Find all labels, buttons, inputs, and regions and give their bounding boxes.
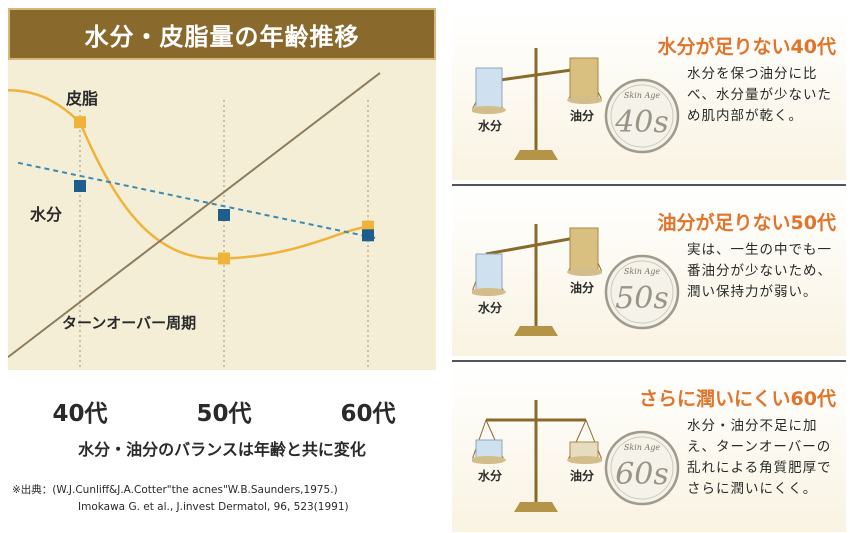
water-data-point xyxy=(218,209,230,221)
sebum-data-point xyxy=(218,252,230,265)
divider xyxy=(452,184,846,186)
oil-pan-label: 油分 xyxy=(570,108,594,123)
age-axis: 40代 50代 60代 xyxy=(8,388,436,432)
card-text: 水分・油分不足に加え、ターンオーバーの乱れによる角質肥厚でさらに潤いにくく。 xyxy=(687,418,832,497)
skin-age-badge: Skin Age 40s xyxy=(604,78,680,154)
balance-scale-icon: 水分 油分 xyxy=(472,224,602,336)
age-card-60: 水分 油分 Skin Age 60s さらに潤いにくい60代 水分・油分不足に加… xyxy=(452,364,846,532)
water-series-label: 水分 xyxy=(30,205,62,224)
divider xyxy=(452,360,846,362)
card-text: 実は、一生の中でも一番油分が少ないため、潤い保持力が弱い。 xyxy=(687,242,832,300)
badge-caption: Skin Age xyxy=(624,267,660,276)
age-label-50: 50代 xyxy=(196,401,252,427)
badge-age: 40s xyxy=(614,105,669,140)
balance-note: 水分・油分のバランスは年齢と共に変化 xyxy=(78,440,366,459)
card-title: さらに潤いにくい60代 xyxy=(638,388,836,410)
age-card-50: 水分 油分 Skin Age 50s 油分が足りない50代 実は、一生の中でも一… xyxy=(452,188,846,356)
oil-pan-label: 油分 xyxy=(570,280,594,295)
oil-pan-label: 油分 xyxy=(570,468,594,483)
card-title: 水分が足りない40代 xyxy=(657,36,836,58)
skin-age-badge: Skin Age 60s xyxy=(604,430,680,506)
water-pan-label: 水分 xyxy=(478,468,502,483)
turnover-series-line xyxy=(8,72,381,358)
water-series-line xyxy=(17,161,377,240)
water-pan-label: 水分 xyxy=(478,118,502,133)
badge-age: 60s xyxy=(615,457,669,492)
sebum-data-point xyxy=(74,116,86,129)
age-label-60: 60代 xyxy=(340,401,396,427)
water-data-point xyxy=(74,180,86,192)
balance-scale-icon: 水分 油分 xyxy=(472,48,602,160)
badge-caption: Skin Age xyxy=(624,91,660,100)
age-label-40: 40代 xyxy=(52,401,108,427)
source-citation: ※出典：(W.J.Cunliff&J.A.Cotter"the acnes"W.… xyxy=(8,482,436,516)
left-panel: 水分・皮脂量の年齢推移 皮脂 水分 ターンオーバー周期 40代 50代 60代 … xyxy=(8,8,436,516)
right-panel: 水分 油分 Skin Age 40s 水分が足りない40代 水分を保つ油分に比べ… xyxy=(452,12,846,532)
age-card-40: 水分 油分 Skin Age 40s 水分が足りない40代 水分を保つ油分に比べ… xyxy=(452,12,846,180)
sebum-series-line xyxy=(8,89,369,260)
badge-caption: Skin Age xyxy=(624,443,660,452)
skin-age-badge: Skin Age 50s xyxy=(604,254,680,330)
water-data-point xyxy=(362,229,374,242)
card-text: 水分を保つ油分に比べ、水分量が少ないため肌内部が乾く。 xyxy=(687,66,832,124)
water-pan-label: 水分 xyxy=(478,300,502,315)
card-title: 油分が足りない50代 xyxy=(657,212,836,234)
line-chart: 皮脂 水分 ターンオーバー周期 xyxy=(8,60,436,370)
badge-age: 50s xyxy=(615,281,669,316)
turnover-series-label: ターンオーバー周期 xyxy=(62,314,196,332)
chart-title: 水分・皮脂量の年齢推移 xyxy=(8,8,436,60)
sebum-series-label: 皮脂 xyxy=(65,89,98,108)
balance-scale-icon: 水分 油分 xyxy=(472,400,602,512)
source-line-2: Imokawa G. et al., J.invest Dermatol, 96… xyxy=(78,501,349,513)
source-line-1: ※出典：(W.J.Cunliff&J.A.Cotter"the acnes"W.… xyxy=(12,484,338,496)
